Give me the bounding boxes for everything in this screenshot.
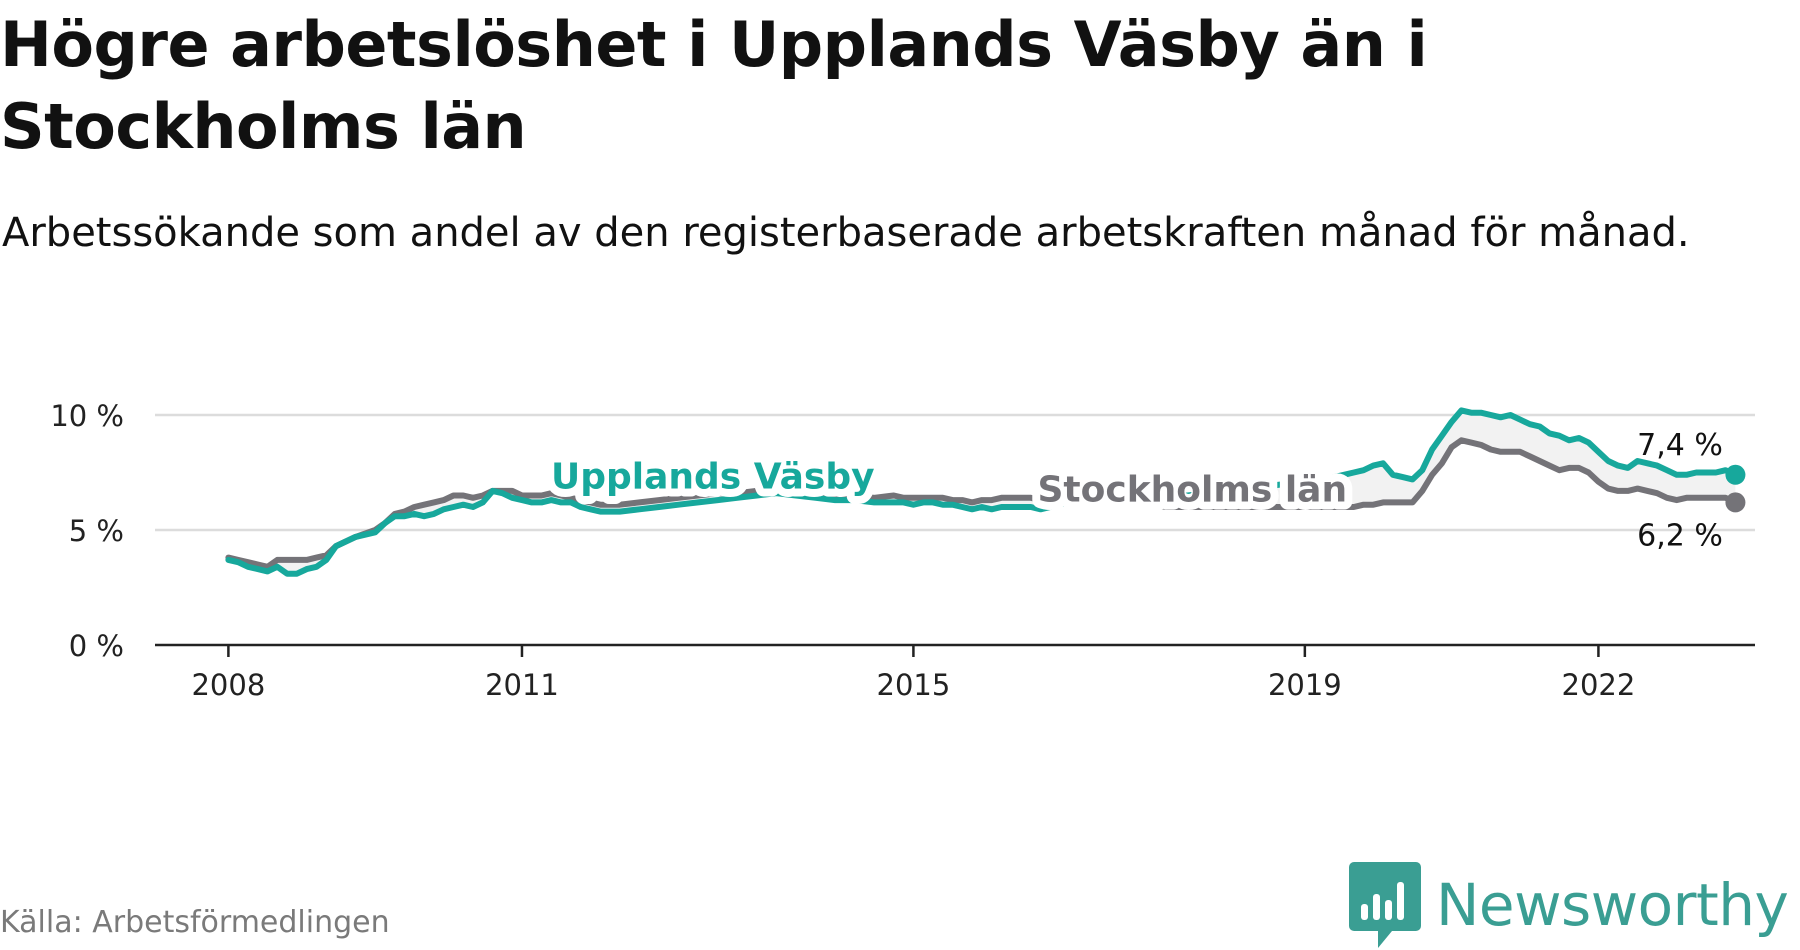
x-tick-label: 2022 xyxy=(1562,668,1636,702)
line-chart: 0 % 5 % 10 % 2008 2011 2015 2019 2022 7,4 % 6,2… xyxy=(50,399,1755,702)
series-line-vasby xyxy=(225,407,1739,577)
source-note: Källa: Arbetsförmedlingen xyxy=(0,905,390,940)
chart-subtitle: Arbetssökande som andel av den registerb… xyxy=(2,210,1690,256)
newsworthy-bar-chart-icon xyxy=(1349,862,1421,948)
series-lines xyxy=(225,407,1746,577)
y-tick-label: 0 % xyxy=(69,629,124,663)
end-point-vasby xyxy=(1725,464,1746,485)
x-tick-label: 2015 xyxy=(877,668,951,702)
page-title: Högre arbetslöshet i Upplands Väsby än i… xyxy=(0,8,1428,163)
logo-text: Newsworthy xyxy=(1436,871,1789,939)
x-tick-label: 2019 xyxy=(1268,668,1342,702)
y-tick-label: 10 % xyxy=(50,399,124,433)
y-axis-ticks: 0 % 5 % 10 % xyxy=(50,399,124,663)
end-label-vasby: 7,4 % xyxy=(1637,428,1723,463)
series-labels: 7,4 % 6,2 % Upplands Väsby Stockholms län xyxy=(543,428,1723,554)
x-axis: 2008 2011 2015 2019 2022 xyxy=(155,643,1755,702)
x-tick-label: 2008 xyxy=(191,668,265,702)
end-label-lan: 6,2 % xyxy=(1637,518,1723,553)
series-label-upplands-vasby: Upplands Väsby xyxy=(551,457,875,498)
newsworthy-logo: Newsworthy xyxy=(1348,860,1789,950)
x-tick-label: 2011 xyxy=(485,668,559,702)
series-line-lan xyxy=(225,437,1739,570)
series-label-stockholms-lan: Stockholms län xyxy=(1038,469,1348,510)
end-point-lan xyxy=(1725,492,1746,513)
y-tick-label: 5 % xyxy=(69,514,124,548)
difference-band xyxy=(228,410,1736,574)
